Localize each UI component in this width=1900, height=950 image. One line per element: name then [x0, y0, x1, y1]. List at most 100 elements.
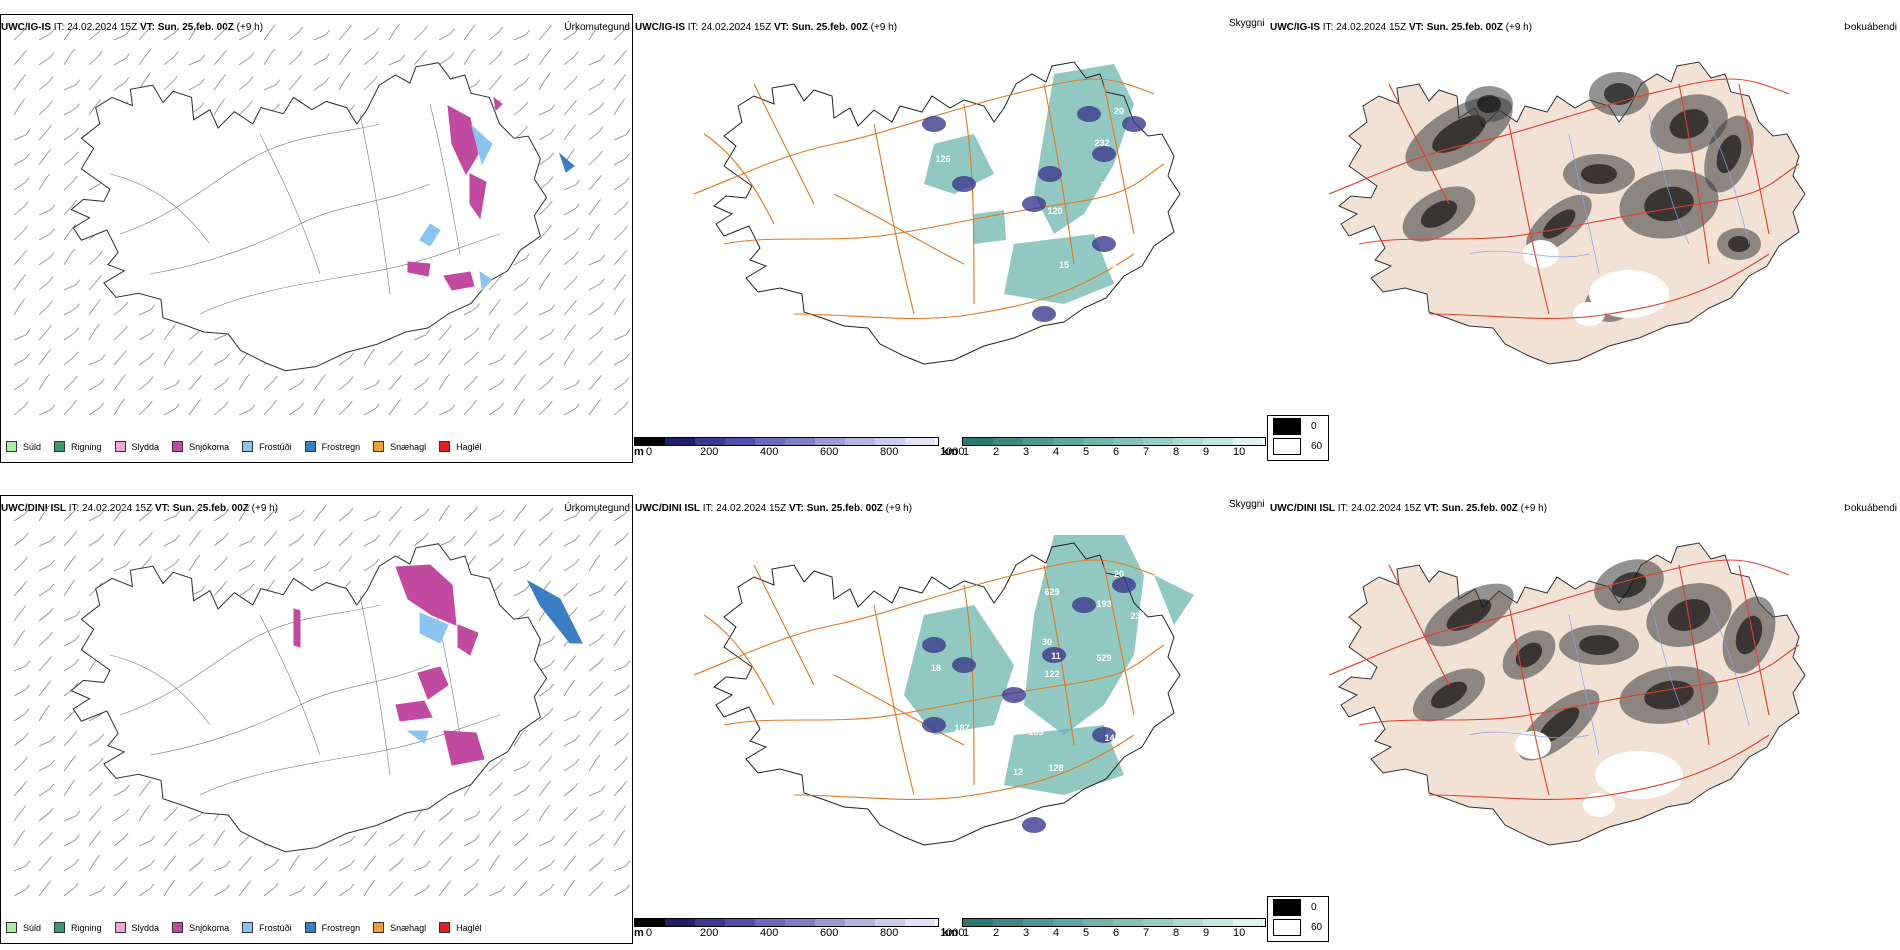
wind-barb-feather	[46, 349, 51, 355]
wind-barb	[63, 356, 75, 366]
wind-barb	[163, 56, 175, 66]
wind-barb	[538, 309, 552, 316]
wind-barb	[63, 284, 77, 291]
it-value: 24.02.2024 15Z	[1336, 22, 1407, 33]
wind-barb-feather	[149, 883, 155, 890]
wind-barb-feather	[25, 684, 30, 691]
wind-barb	[363, 408, 376, 416]
wind-barb	[613, 230, 624, 241]
wind-barb	[338, 512, 350, 522]
wind-barb-feather	[48, 276, 54, 283]
wind-barb	[513, 379, 522, 391]
wind-barb-feather	[146, 780, 152, 786]
wind-barb	[88, 514, 101, 522]
wind-barb	[38, 257, 51, 266]
wind-barb-feather	[498, 26, 504, 33]
wind-barb-feather	[121, 374, 126, 380]
fog-core	[1515, 642, 1543, 668]
wind-barb	[88, 328, 97, 341]
wind-barb	[563, 32, 576, 41]
wind-barb-feather	[71, 24, 76, 30]
wind-barb	[113, 58, 126, 66]
wind-barb-feather	[395, 23, 401, 30]
wind-barb	[563, 208, 576, 216]
wind-barb	[438, 836, 449, 847]
wind-barb-feather	[573, 582, 579, 589]
wind-barb-feather	[575, 403, 580, 409]
wind-barb-feather	[320, 398, 326, 405]
wind-barb	[13, 182, 26, 191]
wind-barb	[488, 562, 500, 572]
wind-barb	[63, 536, 73, 547]
wind-barb	[588, 886, 599, 897]
fog-legend-item: 0	[1273, 418, 1317, 435]
wind-barb-feather	[599, 833, 605, 840]
wind-barb	[438, 378, 447, 391]
wind-barb-feather	[145, 73, 151, 80]
legend-label: Snæhagl	[390, 922, 427, 933]
wind-barb-feather	[247, 856, 253, 862]
wind-barb	[313, 58, 326, 66]
wind-barb	[613, 586, 623, 597]
legend-item: Snæhagl	[373, 441, 426, 452]
wind-barb-feather	[273, 882, 279, 889]
wind-barb	[88, 407, 101, 416]
vt-label: VT:	[773, 22, 789, 33]
wind-barb-feather	[173, 806, 178, 813]
wind-barb-feather	[522, 349, 527, 356]
wind-barb-feather	[621, 805, 627, 811]
wind-barb-feather	[146, 49, 151, 55]
cloud-base-label: 20	[1114, 569, 1124, 579]
wind-barb-feather	[46, 880, 52, 886]
wind-barb-feather	[350, 835, 356, 842]
wind-barb-feather	[625, 153, 630, 159]
colorbar-step	[635, 919, 665, 926]
panel-title: Þokuábendi	[1844, 503, 1897, 514]
road-line	[1358, 644, 1800, 726]
wind-barb-feather	[574, 27, 580, 33]
wind-barb-feather	[50, 535, 56, 542]
wind-barb-feather	[50, 759, 55, 766]
wind-barb-feather	[348, 376, 354, 383]
wind-barb-feather	[471, 24, 476, 30]
wind-barb	[38, 81, 50, 91]
wind-barb-feather	[473, 506, 478, 513]
wind-barb	[588, 686, 599, 697]
wind-barb-feather	[623, 556, 628, 563]
wind-barb-feather	[600, 785, 606, 792]
wind-barb-feather	[100, 354, 106, 360]
lead-time: (+9 h)	[251, 503, 279, 514]
colorbar-step	[845, 919, 875, 926]
wind-barb	[163, 811, 174, 822]
wind-barb-feather	[347, 24, 352, 31]
wind-barb-feather	[500, 354, 506, 360]
road-line	[833, 193, 965, 265]
wind-barb	[613, 406, 625, 416]
wind-barb-feather	[298, 557, 304, 564]
legend-swatch	[6, 441, 17, 452]
precip-area	[471, 124, 493, 166]
wind-barb-feather	[575, 734, 580, 741]
wind-barb-feather	[475, 79, 481, 85]
wind-barb	[13, 834, 22, 847]
visibility-area	[1154, 575, 1194, 625]
road-line	[833, 674, 965, 746]
wind-barb-feather	[475, 810, 481, 817]
wind-barb-feather	[325, 29, 331, 35]
wind-barb-feather	[450, 404, 456, 410]
wind-barb	[488, 304, 497, 316]
legend-label: Frostúði	[259, 922, 292, 933]
wind-barb-feather	[623, 25, 628, 32]
legend-label: Rigning	[71, 922, 102, 933]
wind-barb	[88, 714, 101, 722]
wind-barb-feather	[325, 53, 330, 59]
wind-barb	[563, 353, 572, 366]
wind-barb	[38, 661, 48, 672]
wind-barb-feather	[174, 558, 180, 565]
wind-barb-feather	[548, 176, 554, 183]
vt-value: Sun. 25.feb. 00Z	[791, 22, 868, 33]
wind-barb-feather	[446, 880, 452, 886]
wind-barb	[538, 640, 552, 647]
wind-barb	[188, 83, 201, 91]
wind-barb-feather	[600, 809, 605, 816]
